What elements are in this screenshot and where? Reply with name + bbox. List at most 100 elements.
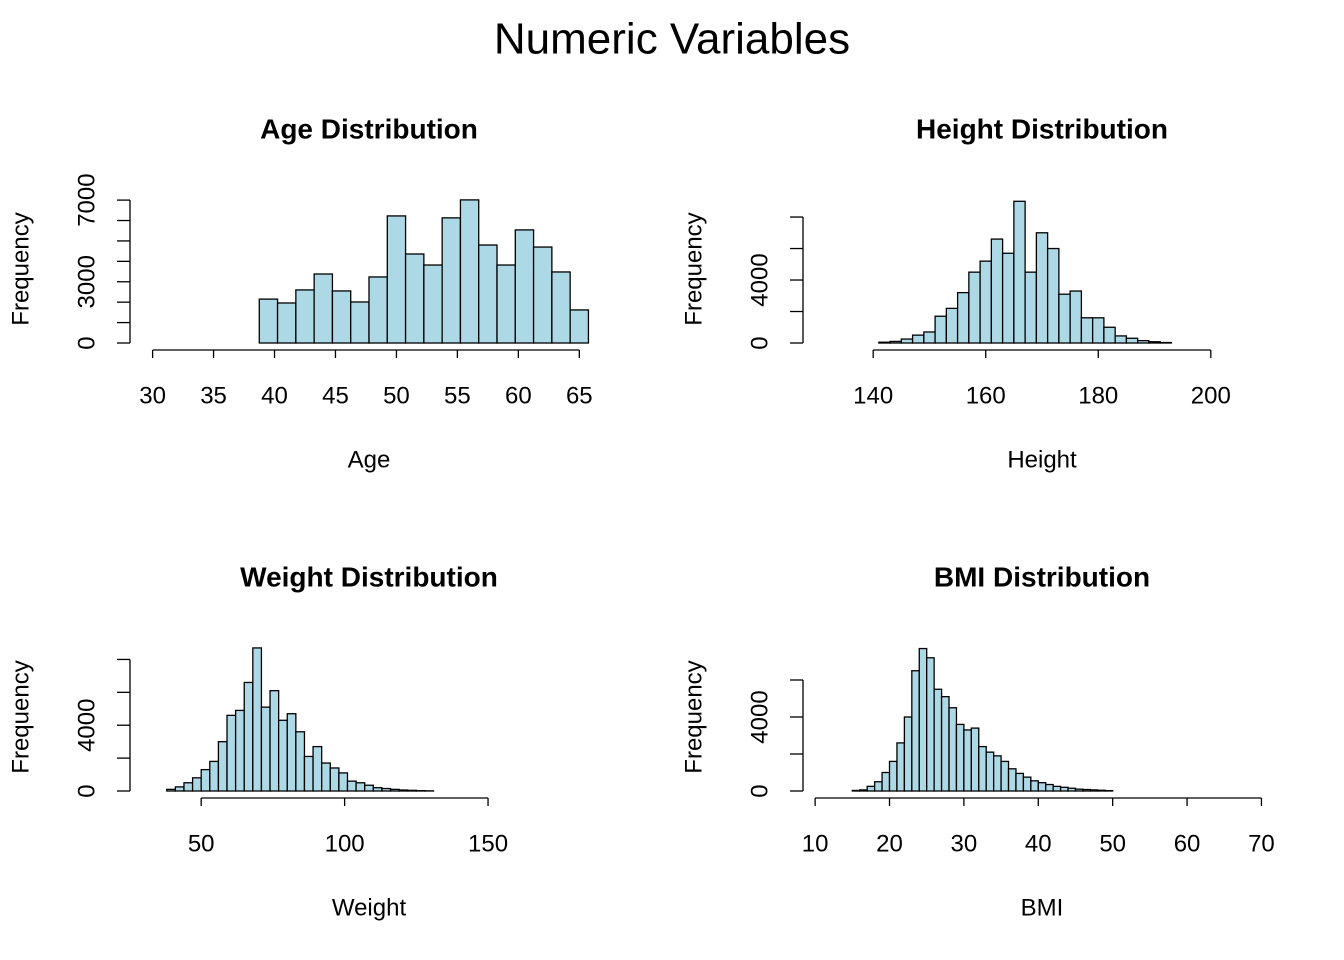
bar	[1137, 339, 1150, 344]
bar	[1035, 232, 1049, 344]
bar	[926, 657, 935, 792]
bar	[1089, 789, 1099, 792]
bar	[551, 271, 571, 344]
bar	[364, 784, 374, 792]
bar	[423, 264, 443, 344]
bar	[955, 723, 965, 792]
x-tick-label: 35	[200, 382, 227, 409]
bar	[260, 706, 271, 792]
bar	[346, 780, 357, 792]
bar	[1103, 326, 1116, 344]
bar	[295, 289, 315, 344]
bar	[243, 681, 254, 792]
bar	[569, 309, 590, 344]
bar	[312, 745, 323, 792]
panel-title: Weight Distribution	[240, 561, 498, 592]
panel: 50 100 150 0 4000 Weight Distribution Weight Fr…	[7, 561, 508, 921]
bar	[258, 298, 279, 344]
x-axis-label: Weight	[332, 894, 407, 921]
bar	[851, 789, 861, 792]
y-tick-label: 4000	[746, 690, 773, 743]
bar	[979, 260, 993, 344]
bar	[226, 714, 237, 792]
bar	[911, 334, 925, 344]
bar	[217, 741, 228, 792]
x-tick-label: 50	[383, 382, 410, 409]
x-axis-label: BMI	[1021, 894, 1064, 921]
bar	[889, 340, 902, 344]
bar	[903, 716, 913, 792]
y-tick-label: 4000	[746, 253, 773, 306]
bar	[269, 690, 280, 792]
bar	[331, 290, 352, 344]
bar	[1001, 252, 1015, 344]
bar	[1069, 290, 1083, 344]
bar	[968, 271, 981, 344]
x-tick-label: 30	[139, 382, 166, 409]
panel-title: BMI Distribution	[934, 561, 1150, 592]
bar	[1059, 786, 1069, 792]
x-tick-label: 55	[444, 382, 471, 409]
x-tick-label: 50	[1099, 830, 1126, 857]
bar	[923, 331, 936, 344]
bar	[1082, 788, 1092, 792]
y-tick-label: 7000	[73, 173, 100, 226]
bar	[478, 244, 498, 344]
x-tick-label: 65	[566, 382, 593, 409]
bar	[1052, 785, 1062, 792]
y-axis-label: Frequency	[7, 212, 34, 325]
bar	[459, 199, 480, 344]
bar	[1030, 780, 1039, 792]
bar	[945, 307, 959, 344]
bar	[355, 782, 366, 792]
bar	[873, 781, 883, 792]
bar	[389, 788, 400, 792]
bar	[329, 767, 340, 792]
y-axis-label: Frequency	[7, 660, 34, 773]
bar	[1091, 317, 1105, 344]
bar	[1080, 317, 1094, 344]
bar	[1114, 335, 1128, 344]
x-tick-label: 70	[1248, 830, 1275, 857]
x-tick-label: 100	[325, 830, 365, 857]
bar	[174, 786, 185, 792]
bar	[978, 745, 987, 792]
y-tick-label: 0	[746, 784, 773, 797]
y-tick-label: 0	[73, 336, 100, 349]
bar	[1024, 271, 1038, 344]
bar	[1058, 293, 1071, 344]
x-tick-label: 160	[966, 382, 1006, 409]
bar	[1013, 200, 1026, 344]
bar	[918, 647, 928, 792]
bar	[1037, 782, 1047, 792]
bar	[956, 291, 970, 344]
x-tick-label: 40	[261, 382, 288, 409]
bar	[911, 670, 920, 792]
x-tick-label: 140	[853, 382, 893, 409]
x-tick-label: 60	[505, 382, 532, 409]
bar	[990, 238, 1004, 344]
bar	[878, 341, 891, 344]
panel: 10 20 30 40 50 60 70 0 4000 BMI Distribution BMI Fr…	[680, 561, 1274, 921]
x-tick-label: 180	[1078, 382, 1118, 409]
bar	[992, 755, 1002, 792]
bar	[252, 647, 263, 792]
x-tick-label: 10	[802, 830, 829, 857]
bar	[888, 760, 898, 792]
x-tick-label: 30	[951, 830, 978, 857]
bar	[1074, 788, 1084, 792]
bar	[1148, 341, 1161, 344]
bar	[276, 302, 297, 344]
bar	[985, 751, 995, 792]
figure-title: Numeric Variables	[494, 15, 850, 64]
bar	[933, 688, 943, 792]
x-tick-label: 20	[876, 830, 903, 857]
bar	[321, 762, 331, 792]
bar	[277, 719, 288, 792]
bar	[372, 787, 383, 792]
bar	[381, 787, 392, 792]
x-axis-label: Height	[1007, 446, 1077, 473]
bar	[881, 771, 891, 792]
bar	[441, 217, 462, 344]
